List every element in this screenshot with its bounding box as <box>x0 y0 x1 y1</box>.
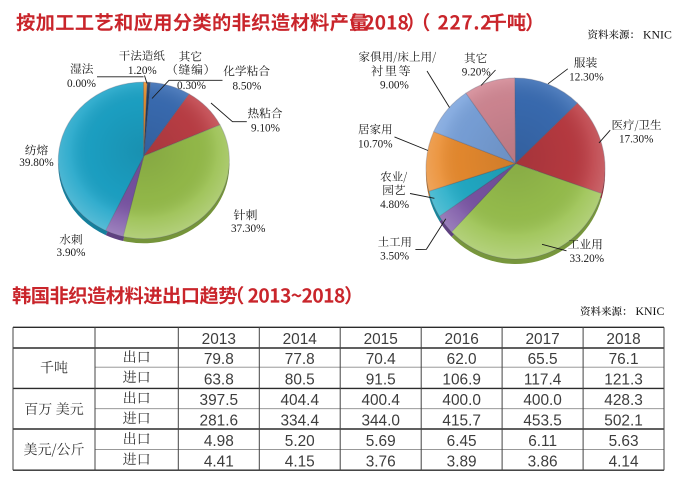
svg-text:3.90%: 3.90% <box>57 247 86 259</box>
svg-text:KNIC: KNIC <box>636 304 665 318</box>
svg-text:6.11: 6.11 <box>528 433 557 450</box>
svg-text:12.30%: 12.30% <box>569 72 604 84</box>
svg-text:17.30%: 17.30% <box>619 134 654 146</box>
svg-text:2013: 2013 <box>202 331 236 348</box>
svg-text:62.0: 62.0 <box>447 351 477 368</box>
svg-text:4.15: 4.15 <box>285 453 315 470</box>
svg-text:3.89: 3.89 <box>447 453 477 470</box>
svg-text:9.00%: 9.00% <box>380 80 409 92</box>
svg-text:4.41: 4.41 <box>204 453 234 470</box>
svg-text:2014: 2014 <box>283 331 318 348</box>
svg-text:79.8: 79.8 <box>204 351 234 368</box>
svg-text:3.86: 3.86 <box>528 453 558 470</box>
svg-text:3.50%: 3.50% <box>380 250 409 262</box>
svg-text:0.00%: 0.00% <box>67 78 96 90</box>
svg-text:9.10%: 9.10% <box>251 123 280 135</box>
svg-text:80.5: 80.5 <box>285 371 315 388</box>
svg-text:9.20%: 9.20% <box>462 67 491 79</box>
svg-text:2016: 2016 <box>445 331 479 348</box>
svg-text:10.70%: 10.70% <box>358 139 393 151</box>
svg-text:400.0: 400.0 <box>442 392 481 409</box>
svg-text:281.6: 281.6 <box>200 412 239 429</box>
svg-text:91.5: 91.5 <box>366 371 396 388</box>
svg-text:KNIC: KNIC <box>643 27 672 41</box>
svg-text:334.4: 334.4 <box>280 412 319 429</box>
svg-text:400.0: 400.0 <box>523 392 562 409</box>
svg-text:117.4: 117.4 <box>524 371 562 388</box>
svg-text:5.69: 5.69 <box>366 433 396 450</box>
svg-text:39.80%: 39.80% <box>19 157 54 169</box>
svg-text:1.20%: 1.20% <box>128 65 157 77</box>
svg-text:2017: 2017 <box>525 331 559 348</box>
svg-text:3.76: 3.76 <box>366 453 396 470</box>
svg-text:8.50%: 8.50% <box>232 81 261 93</box>
svg-text:400.4: 400.4 <box>361 392 400 409</box>
svg-text:33.20%: 33.20% <box>570 253 605 265</box>
svg-text:63.8: 63.8 <box>204 371 234 388</box>
svg-text:6.45: 6.45 <box>447 433 477 450</box>
svg-text:453.5: 453.5 <box>523 412 562 429</box>
svg-text:502.1: 502.1 <box>604 412 643 429</box>
svg-text:4.98: 4.98 <box>204 433 234 450</box>
svg-text:397.5: 397.5 <box>200 392 239 409</box>
svg-text:37.30%: 37.30% <box>231 223 266 235</box>
svg-text:106.9: 106.9 <box>442 371 481 388</box>
svg-text:0.30%: 0.30% <box>177 80 206 92</box>
svg-text:5.20: 5.20 <box>285 433 315 450</box>
svg-text:2018: 2018 <box>606 331 640 348</box>
svg-text:65.5: 65.5 <box>528 351 558 368</box>
svg-text:415.7: 415.7 <box>442 412 481 429</box>
svg-text:4.80%: 4.80% <box>380 199 409 211</box>
svg-text:404.4: 404.4 <box>280 392 319 409</box>
svg-text:70.4: 70.4 <box>366 351 396 368</box>
svg-text:5.63: 5.63 <box>609 433 639 450</box>
svg-text:76.1: 76.1 <box>609 351 639 368</box>
svg-text:2015: 2015 <box>364 331 398 348</box>
svg-text:121.3: 121.3 <box>604 371 643 388</box>
svg-text:4.14: 4.14 <box>609 453 639 470</box>
svg-text:77.8: 77.8 <box>285 351 315 368</box>
svg-text:344.0: 344.0 <box>361 412 400 429</box>
svg-text:428.3: 428.3 <box>604 392 643 409</box>
